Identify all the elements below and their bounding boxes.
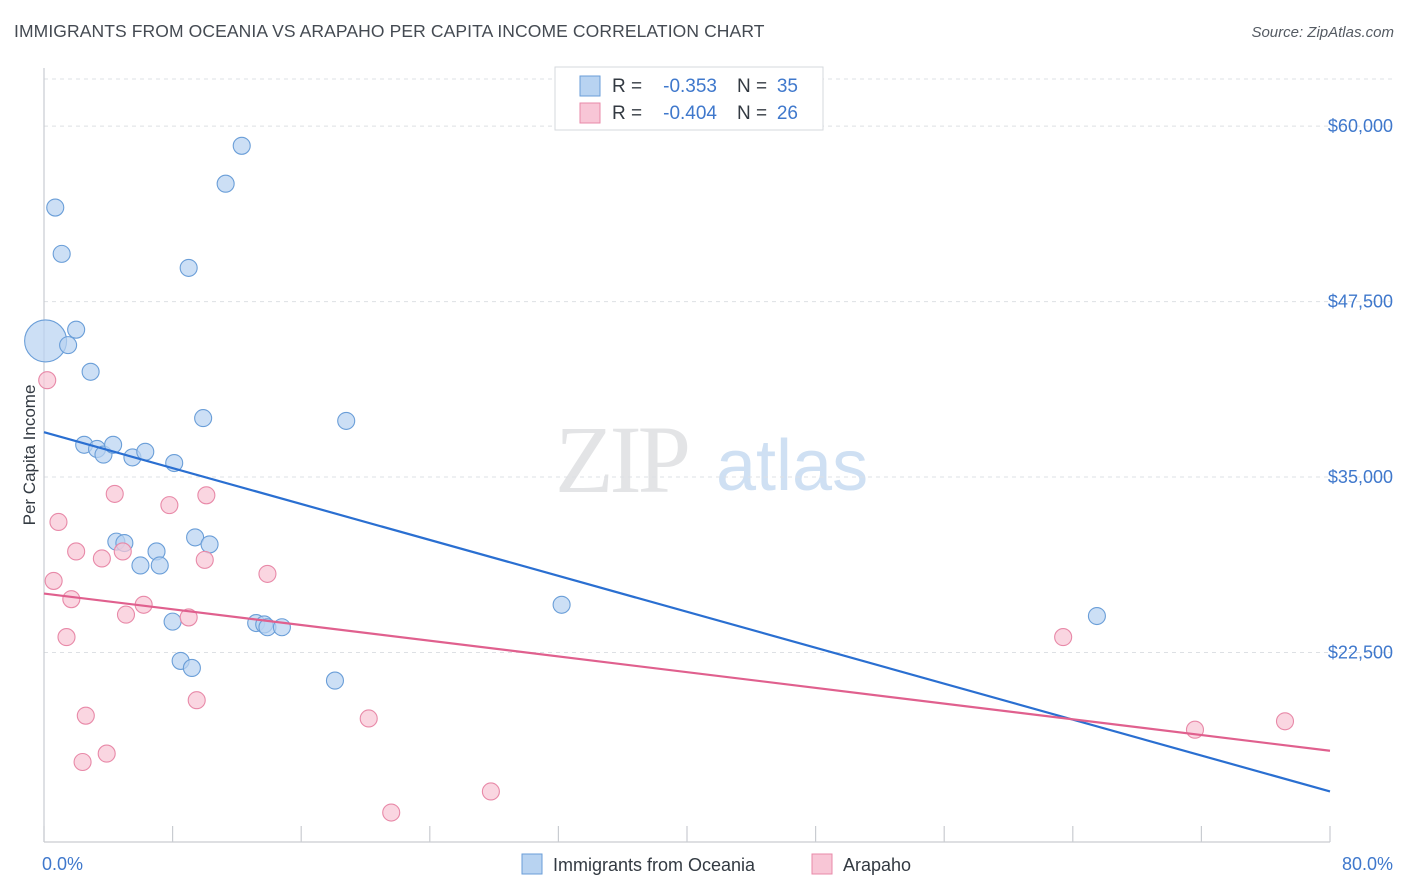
arapaho-point: [38, 371, 57, 390]
legend-n-label: N =: [737, 76, 767, 97]
arapaho-point: [116, 605, 136, 624]
arapaho-point: [179, 608, 198, 627]
arapaho-point: [359, 709, 378, 728]
arapaho-point: [76, 706, 95, 725]
arapaho-point: [92, 549, 111, 568]
legend-r-label: R =: [612, 103, 642, 124]
oceania-point: [163, 612, 182, 631]
oceania-point: [337, 411, 356, 430]
oceania-point: [232, 136, 251, 155]
oceania-point: [150, 556, 169, 575]
oceania-point: [81, 362, 100, 381]
oceania-point: [186, 528, 205, 547]
x-tick-label: 80.0%: [1342, 854, 1393, 874]
oceania-point: [182, 658, 201, 677]
legend-swatch: [579, 75, 601, 97]
arapaho-point: [57, 628, 76, 647]
oceania-point: [104, 435, 123, 454]
series-legend-label: Arapaho: [843, 855, 911, 875]
oceania-point: [179, 258, 198, 277]
oceania-point: [1087, 606, 1106, 626]
oceania-point: [131, 556, 150, 575]
arapaho-point: [49, 512, 68, 532]
arapaho-trend-line: [43, 592, 1331, 752]
arapaho-point: [44, 571, 63, 590]
watermark-atlas: atlas: [716, 426, 868, 506]
y-tick-label: $60,000: [1328, 116, 1393, 136]
oceania-trend-line: [43, 431, 1331, 793]
legend-swatch: [579, 102, 601, 124]
arapaho-point: [1054, 628, 1073, 647]
series-1-points: [38, 371, 1295, 822]
oceania-point: [59, 336, 78, 355]
oceania-point: [52, 244, 71, 263]
legend-swatch-bottom: [521, 853, 543, 875]
arapaho-point: [73, 752, 92, 772]
chart-title: IMMIGRANTS FROM OCEANIA VS ARAPAHO PER C…: [14, 21, 765, 41]
legend-n-label: N =: [737, 103, 767, 124]
legend-n-value: 35: [777, 76, 798, 97]
legend-r-label: R =: [612, 76, 642, 97]
arapaho-point: [97, 744, 116, 763]
series-legend-label: Immigrants from Oceania: [553, 855, 756, 875]
legend-swatch-bottom: [811, 853, 833, 875]
arapaho-point: [1275, 712, 1295, 731]
legend-r-value: -0.404: [663, 103, 717, 124]
oceania-point: [216, 174, 235, 193]
arapaho-point: [187, 691, 206, 710]
oceania-point: [46, 198, 65, 217]
series-legend: Immigrants from Oceania Arapaho: [521, 853, 911, 875]
source-credit: Source: ZipAtlas.com: [1251, 24, 1394, 41]
oceania-point: [67, 320, 86, 339]
legend-r-value: -0.353: [663, 76, 717, 97]
arapaho-point: [481, 782, 500, 801]
oceania-point: [552, 595, 571, 614]
y-tick-label: $35,000: [1328, 467, 1393, 487]
oceania-point: [200, 535, 219, 554]
arapaho-point: [105, 484, 124, 503]
arapaho-point: [197, 486, 216, 505]
x-tick-label: 0.0%: [42, 854, 83, 874]
arapaho-point: [67, 542, 86, 561]
y-tick-label: $22,500: [1328, 643, 1393, 663]
arapaho-point: [258, 564, 277, 583]
arapaho-point: [62, 590, 81, 609]
y-axis-label: Per Capita Income: [20, 385, 39, 526]
y-tick-label: $47,500: [1328, 292, 1393, 312]
oceania-point: [325, 671, 345, 690]
watermark-zip: ZIP: [555, 406, 688, 513]
legend-n-value: 26: [777, 103, 798, 124]
oceania-point: [194, 409, 213, 428]
arapaho-point: [195, 550, 214, 569]
correlation-legend: R = -0.353 N = 35 R = -0.404 N = 26: [554, 66, 824, 131]
arapaho-point: [113, 542, 132, 561]
arapaho-point: [160, 496, 179, 515]
arapaho-point: [382, 803, 401, 822]
